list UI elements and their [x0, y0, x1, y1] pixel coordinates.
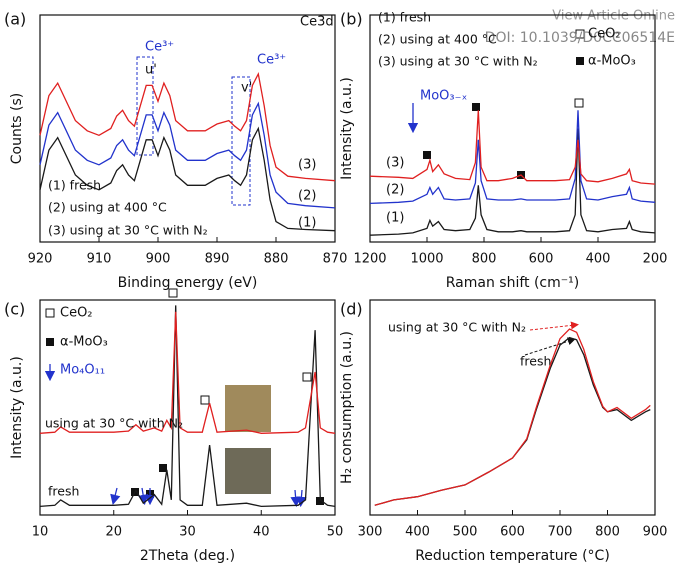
x-tick-label: 400	[586, 252, 611, 267]
y-axis-label: Counts (s)	[9, 93, 25, 165]
annotation: α-MoO₃	[588, 54, 636, 69]
overlay-link[interactable]: View Article Online	[552, 9, 675, 24]
x-tick-label: 880	[264, 252, 289, 267]
annotation: (3)	[298, 158, 316, 173]
x-tick-label: 1000	[410, 252, 443, 267]
annotation: CeO₂	[588, 27, 621, 42]
annotation: (1)	[298, 216, 316, 231]
series-line	[39, 72, 336, 182]
x-tick-label: 10	[32, 525, 49, 540]
series-label: (3) using at 30 °C with N₂	[378, 54, 538, 69]
series-label: using at 30 °C with N₂	[45, 416, 183, 431]
plot-frame	[369, 14, 656, 243]
x-tick-label: 800	[595, 525, 620, 540]
series-label: (1) fresh	[48, 178, 101, 193]
y-axis-label: Intensity (a.u.)	[9, 356, 25, 459]
annotation: (2)	[386, 183, 404, 198]
series-line	[39, 126, 336, 232]
x-tick-label: 20	[105, 525, 122, 540]
x-tick-label: 920	[28, 252, 53, 267]
series-line	[369, 128, 656, 236]
series-line	[39, 101, 336, 209]
x-tick-label: 910	[87, 252, 112, 267]
x-axis-label: 2Theta (deg.)	[140, 548, 235, 564]
x-tick-label: 600	[529, 252, 554, 267]
annotation: Ce³⁺	[257, 53, 286, 68]
panel-label: (a)	[4, 10, 26, 29]
x-axis-label: Raman shift (cm⁻¹)	[446, 275, 579, 291]
annotation: MoO₃₋ₓ	[420, 89, 467, 104]
annotation: Ce3d	[300, 15, 334, 30]
x-axis-label: Reduction temperature (°C)	[415, 548, 610, 564]
panel-label: (b)	[340, 10, 363, 29]
series-label: (3) using at 30 °C with N₂	[48, 223, 208, 238]
annotation: Mo₄O₁₁	[60, 363, 105, 378]
series-line	[374, 328, 651, 506]
panel-label: (c)	[4, 300, 25, 319]
annotation: (1)	[386, 211, 404, 226]
series-label: (2) using at 400 °C	[48, 200, 167, 215]
x-tick-label: 900	[643, 525, 668, 540]
x-tick-label: 40	[253, 525, 270, 540]
decor	[44, 29, 585, 508]
series-label: fresh	[520, 354, 551, 369]
annotation: (2)	[298, 189, 316, 204]
overlay-doi: DOI: 10.1039/D0CC06514E	[485, 30, 675, 46]
annotation: (3)	[386, 156, 404, 171]
x-axis-label: Binding energy (eV)	[118, 275, 258, 291]
panel-label: (d)	[340, 300, 363, 319]
series-line	[39, 305, 336, 508]
x-tick-label: 1200	[353, 252, 386, 267]
series-label: (1) fresh	[378, 10, 431, 25]
series-line	[369, 110, 656, 185]
x-tick-label: 400	[405, 525, 430, 540]
x-tick-label: 900	[146, 252, 171, 267]
x-tick-label: 700	[548, 525, 573, 540]
x-tick-label: 200	[643, 252, 668, 267]
x-tick-label: 500	[453, 525, 478, 540]
series-line	[39, 311, 336, 434]
series-label: (2) using at 400 °C	[378, 32, 497, 47]
annotation: Ce³⁺	[145, 40, 174, 55]
series-line	[374, 336, 651, 506]
series-label: using at 30 °C with N₂	[388, 320, 526, 335]
x-tick-label: 800	[472, 252, 497, 267]
series-label: fresh	[48, 484, 79, 499]
y-axis-label: Intensity (a.u.)	[339, 77, 355, 180]
x-tick-label: 870	[323, 252, 348, 267]
x-tick-label: 600	[500, 525, 525, 540]
x-tick-label: 890	[205, 252, 230, 267]
annotation: α-MoO₃	[60, 335, 108, 350]
annotation: CeO₂	[60, 306, 93, 321]
x-tick-label: 300	[358, 525, 383, 540]
y-axis-label: H₂ consumption (a.u.)	[339, 331, 355, 484]
annotation: u'	[145, 63, 157, 78]
annotation: v'	[241, 81, 252, 96]
plot-frame	[39, 14, 336, 243]
x-tick-label: 50	[327, 525, 344, 540]
plot-frame	[39, 299, 336, 516]
x-tick-label: 30	[179, 525, 196, 540]
series-line	[369, 110, 656, 205]
